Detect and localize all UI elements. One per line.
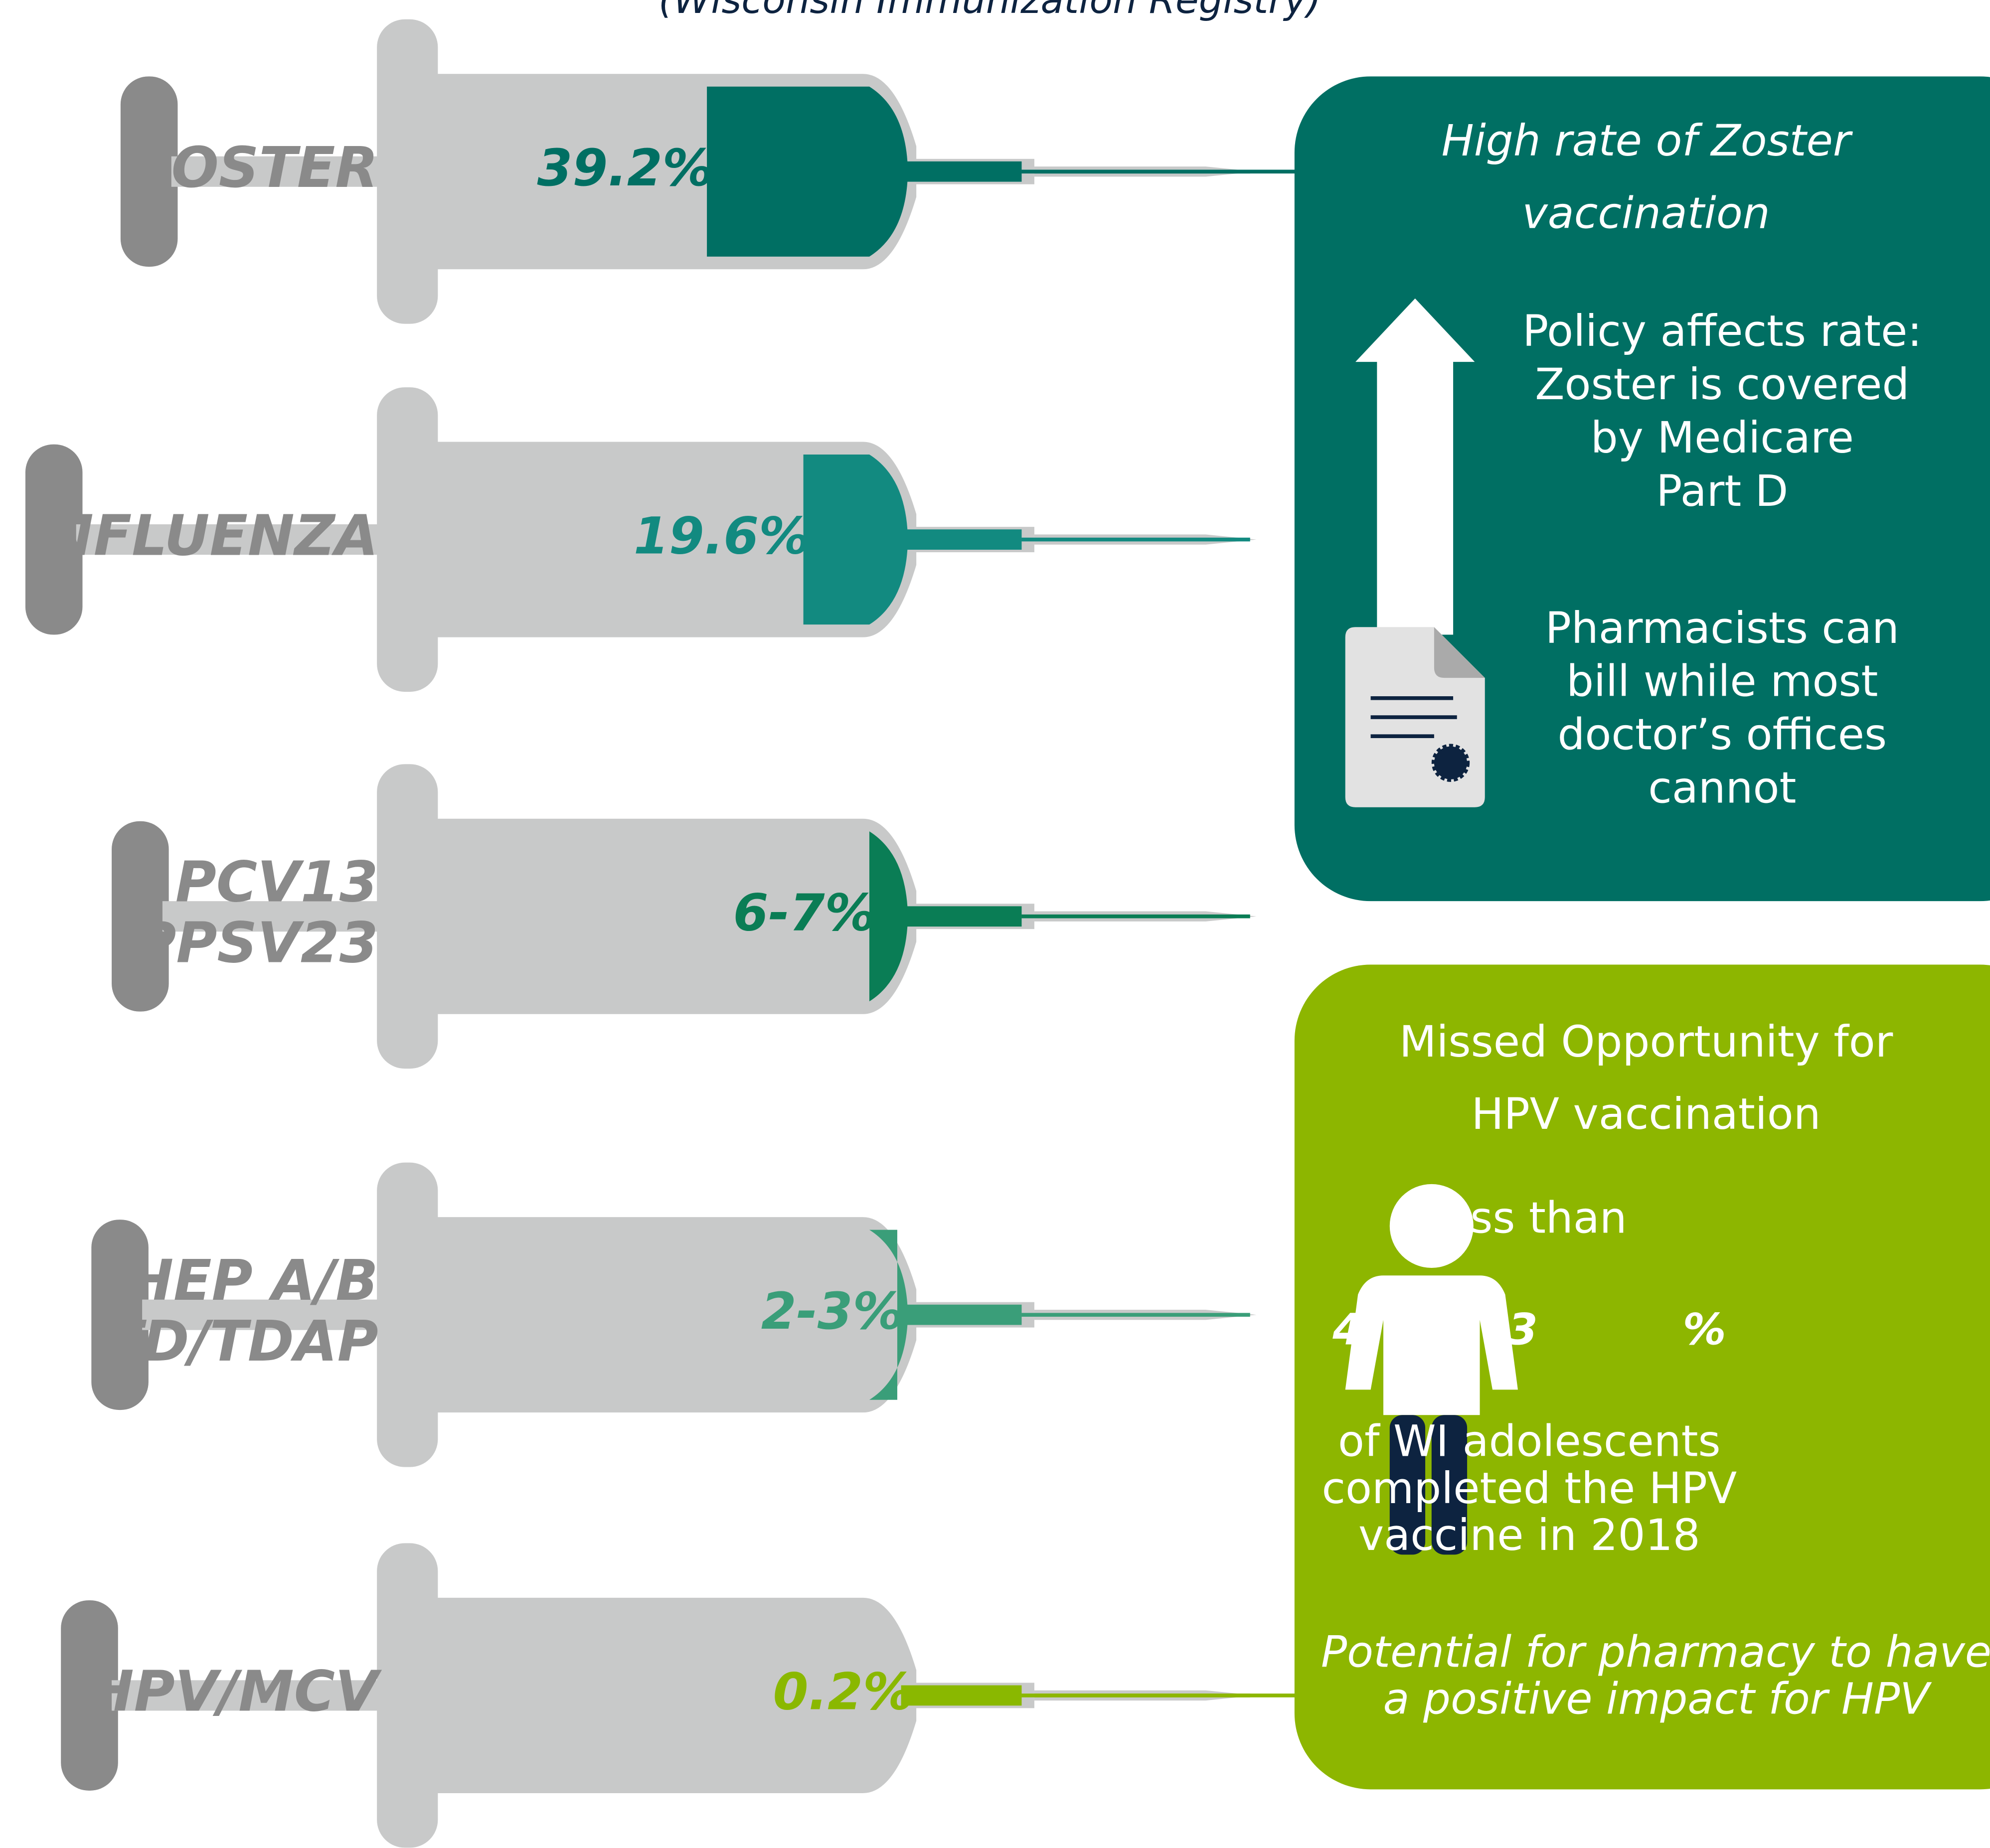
box-text: Potential for pharmacy to have (1321, 1627, 1990, 1677)
box-text: High rate of Zoster (1442, 116, 1853, 166)
syringe-label: HEP A/B (127, 1248, 378, 1313)
subtitle: (Wisconsin Immunization Registry) (659, 0, 1322, 22)
box-text: less than (1432, 1194, 1627, 1243)
rate-label: 19.6% (634, 506, 810, 566)
box-text: HPV vaccination (1471, 1089, 1821, 1139)
flange (377, 387, 438, 692)
box-text: of WI adolescents (1338, 1417, 1721, 1467)
syringe-label: PCV13 (175, 850, 378, 915)
box-text: Missed Opportunity for (1399, 1017, 1893, 1067)
rate-label: 6-7% (733, 884, 876, 943)
flange (377, 764, 438, 1069)
syringe-label: INFLUENZA (26, 503, 378, 568)
box-text: doctor’s offices (1558, 710, 1887, 760)
box-text: vaccine in 2018 (1358, 1511, 1700, 1560)
box-text: by Medicare (1591, 413, 1854, 463)
box-text: Pharmacists can (1545, 604, 1899, 653)
liquid (707, 87, 1021, 257)
syringe-label: HPV/MCV (87, 1660, 382, 1724)
box-text: Policy affects rate: (1522, 307, 1922, 356)
flange (377, 19, 438, 324)
liquid (869, 831, 1022, 1001)
syringe-label: ZOSTER (129, 136, 378, 200)
rate-label: 2-3% (761, 1282, 904, 1341)
syringe-label: PPSV23 (135, 911, 378, 976)
flange (377, 1543, 438, 1848)
box-text: a positive impact for HPV (1383, 1675, 1932, 1724)
box-text: bill while most (1566, 657, 1878, 707)
box-text: cannot (1648, 764, 1796, 813)
liquid (804, 455, 1022, 624)
rate-label: 0.2% (773, 1663, 914, 1722)
box-text: Zoster is covered (1535, 360, 1909, 410)
box-text: completed the HPV (1322, 1464, 1737, 1514)
infographic: (Wisconsin Immunization Registry) ZOSTER… (0, 0, 1990, 1848)
rate-label: 39.2% (537, 139, 713, 198)
box-text: vaccination (1522, 188, 1770, 238)
syringe-label: TD/TDAP (105, 1309, 378, 1374)
box-text: Part D (1656, 466, 1788, 516)
liquid (901, 1686, 1022, 1706)
flange (377, 1163, 438, 1467)
